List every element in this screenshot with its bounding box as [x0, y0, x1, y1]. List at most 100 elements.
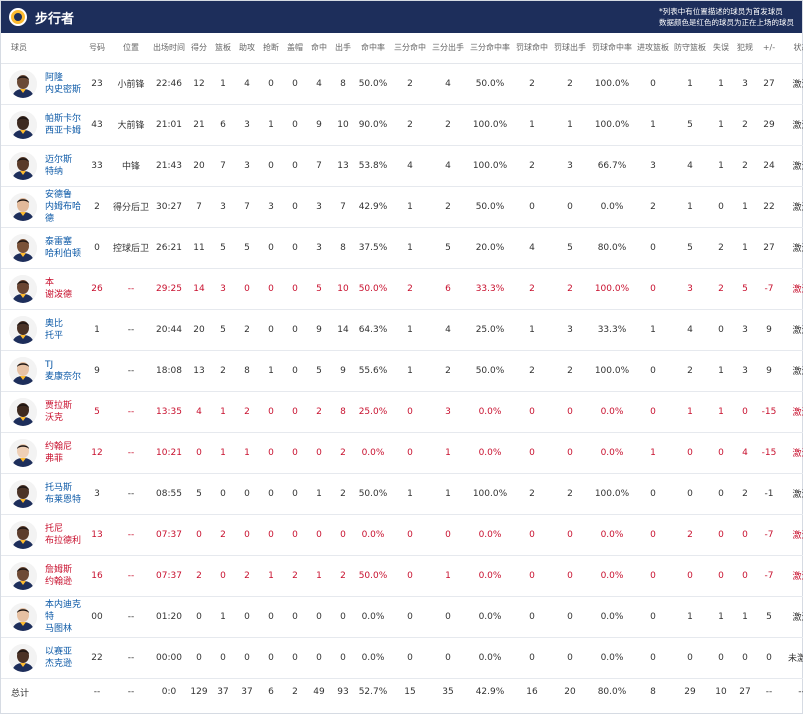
- stat-ast: 0: [235, 514, 259, 556]
- stat-oreb: 0: [635, 350, 671, 392]
- player-avatar[interactable]: [9, 438, 37, 467]
- player-name-link[interactable]: 泰雷塞 哈利伯顿: [45, 236, 81, 260]
- player-cell[interactable]: 帕斯卡尔 西亚卡姆: [1, 104, 83, 146]
- stat-tpp: 0.0%: [467, 596, 513, 638]
- player-cell[interactable]: 奥比 托平: [1, 309, 83, 351]
- column-header[interactable]: 球员: [1, 33, 83, 64]
- player-avatar[interactable]: [9, 315, 37, 344]
- total-fgm: 49: [313, 687, 325, 698]
- stat-tpm: 0: [391, 555, 429, 597]
- player-avatar[interactable]: [9, 397, 37, 426]
- player-avatar[interactable]: [9, 602, 37, 631]
- player-name-link[interactable]: 本谢泼德: [45, 277, 72, 301]
- column-header[interactable]: 三分命中率: [467, 33, 513, 64]
- column-header[interactable]: 罚球出手: [551, 33, 589, 64]
- player-avatar[interactable]: [9, 479, 37, 508]
- player-avatar[interactable]: [9, 192, 37, 221]
- column-header[interactable]: 罚球命中率: [589, 33, 635, 64]
- table-row: TJ 麦康奈尔 9 -- 18:08 13 2 8 1 0 5 9 55.6% 1 2 50.0% 2 2 100.…: [1, 350, 803, 392]
- player-name-link[interactable]: 托马斯 布莱恩特: [45, 482, 81, 506]
- column-header[interactable]: 三分出手: [429, 33, 467, 64]
- stat-pm: -15: [757, 391, 781, 433]
- column-header[interactable]: 出场时间: [151, 33, 187, 64]
- stat-min: 18:08: [151, 350, 187, 392]
- column-header[interactable]: 罚球命中: [513, 33, 551, 64]
- player-cell[interactable]: 本内迪克特 马图林: [1, 596, 83, 638]
- stat-pts: 13: [187, 350, 211, 392]
- column-header[interactable]: 防守篮板: [671, 33, 709, 64]
- player-name-link[interactable]: 迈尔斯 特纳: [45, 154, 72, 178]
- player-name-link[interactable]: 安德鲁 内姆布哈德: [45, 189, 83, 225]
- column-header[interactable]: 抢断: [259, 33, 283, 64]
- column-header[interactable]: +/-: [757, 33, 781, 64]
- total-tpa: 35: [442, 687, 454, 698]
- player-cell[interactable]: 本谢泼德: [1, 268, 83, 310]
- player-avatar[interactable]: [9, 151, 37, 180]
- stat-blk: 0: [283, 186, 307, 228]
- stat-dreb: 1: [671, 186, 709, 228]
- column-header[interactable]: 盖帽: [283, 33, 307, 64]
- player-first-name: 贾拉斯: [45, 400, 73, 411]
- player-cell[interactable]: 约翰尼 弗菲: [1, 432, 83, 474]
- player-name-link[interactable]: 托尼 布拉德利: [45, 523, 81, 547]
- player-cell[interactable]: 泰雷塞 哈利伯顿: [1, 227, 83, 269]
- stat-num: 33: [83, 145, 111, 187]
- column-header[interactable]: 状态: [781, 33, 803, 64]
- player-name-link[interactable]: 奥比 托平: [45, 318, 63, 342]
- column-header[interactable]: 位置: [111, 33, 151, 64]
- player-name-link[interactable]: 帕斯卡尔 西亚卡姆: [45, 113, 81, 137]
- player-name-link[interactable]: 阿隆 内史密斯: [45, 72, 81, 96]
- column-header[interactable]: 得分: [187, 33, 211, 64]
- stat-tpa: 1: [429, 432, 467, 474]
- player-name-link[interactable]: 本内迪克特 马图林: [45, 599, 83, 635]
- note-starters: *列表中有位置描述的球员为首发球员: [659, 7, 783, 16]
- column-header[interactable]: 命中: [307, 33, 331, 64]
- stat-fgp: 50.0%: [355, 268, 391, 310]
- stat-tpm: 2: [391, 63, 429, 105]
- note-oncourt: 数据颜色是红色的球员为正在上场的球员: [659, 18, 794, 27]
- column-header[interactable]: 失误: [709, 33, 733, 64]
- player-avatar[interactable]: [9, 233, 37, 262]
- player-avatar[interactable]: [9, 643, 37, 672]
- player-name-link[interactable]: 约翰尼 弗菲: [45, 441, 72, 465]
- column-header[interactable]: 出手: [331, 33, 355, 64]
- player-avatar[interactable]: [9, 274, 37, 303]
- player-avatar[interactable]: [9, 356, 37, 385]
- stat-tpp: 50.0%: [467, 186, 513, 228]
- stat-pts: 11: [187, 227, 211, 269]
- player-avatar[interactable]: [9, 561, 37, 590]
- player-name-link[interactable]: 詹姆斯 约翰逊: [45, 564, 72, 588]
- stat-pm: 5: [757, 596, 781, 638]
- player-cell[interactable]: 贾拉斯 沃克: [1, 391, 83, 433]
- stat-reb: 3: [211, 186, 235, 228]
- stat-fta: 2: [551, 268, 589, 310]
- player-cell[interactable]: 安德鲁 内姆布哈德: [1, 186, 83, 228]
- column-header[interactable]: 助攻: [235, 33, 259, 64]
- stat-tpa: 3: [429, 391, 467, 433]
- player-avatar[interactable]: [9, 110, 37, 139]
- player-cell[interactable]: 托马斯 布莱恩特: [1, 473, 83, 515]
- column-header[interactable]: 三分命中: [391, 33, 429, 64]
- column-header[interactable]: 篮板: [211, 33, 235, 64]
- player-cell[interactable]: 迈尔斯 特纳: [1, 145, 83, 187]
- player-avatar[interactable]: [9, 520, 37, 549]
- total-fta: 20: [564, 687, 576, 698]
- player-name-link[interactable]: 以赛亚 杰克逊: [45, 646, 72, 670]
- column-header[interactable]: 号码: [83, 33, 111, 64]
- player-name-link[interactable]: TJ 麦康奈尔: [45, 359, 81, 383]
- column-header[interactable]: 命中率: [355, 33, 391, 64]
- stat-pts: 2: [187, 555, 211, 597]
- column-header[interactable]: 犯规: [733, 33, 757, 64]
- stat-reb: 0: [211, 555, 235, 597]
- player-cell[interactable]: 托尼 布拉德利: [1, 514, 83, 556]
- player-cell[interactable]: 阿隆 内史密斯: [1, 63, 83, 105]
- player-name-link[interactable]: 贾拉斯 沃克: [45, 400, 72, 424]
- column-header[interactable]: 进攻篮板: [635, 33, 671, 64]
- stat-min: 07:37: [151, 514, 187, 556]
- player-cell[interactable]: TJ 麦康奈尔: [1, 350, 83, 392]
- player-cell[interactable]: 詹姆斯 约翰逊: [1, 555, 83, 597]
- player-cell[interactable]: 以赛亚 杰克逊: [1, 637, 83, 679]
- player-avatar[interactable]: [9, 69, 37, 98]
- stat-tpp: 0.0%: [467, 555, 513, 597]
- player-first-name: 托马斯: [45, 482, 73, 493]
